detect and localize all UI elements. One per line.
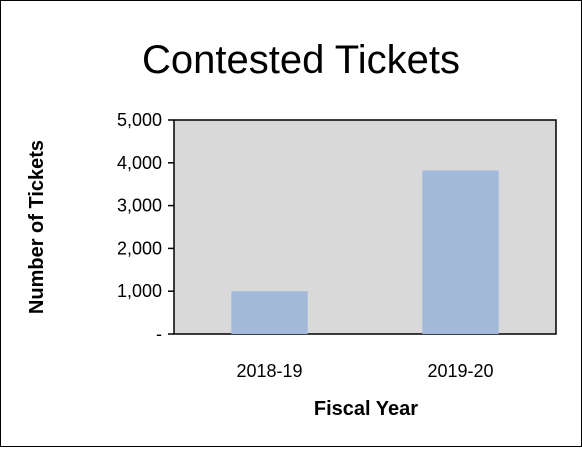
y-axis-tick-labels: - 1,000 2,000 3,000 4,000 5,000: [117, 110, 162, 344]
x-axis-label: Fiscal Year: [314, 398, 418, 420]
y-tick-label: 4,000: [117, 153, 162, 173]
y-axis-ticks: [168, 119, 174, 335]
x-tick-label: 2018-19: [236, 361, 302, 381]
x-tick-label: 2019-20: [427, 361, 493, 381]
y-tick-label: -: [156, 324, 162, 344]
y-tick-label: 2,000: [117, 238, 162, 258]
y-tick-label: 5,000: [117, 110, 162, 130]
bar-2018-19: [231, 291, 308, 334]
x-axis-tick-labels: 2018-19 2019-20: [236, 361, 493, 381]
y-tick-label: 3,000: [117, 196, 162, 216]
y-tick-label: 1,000: [117, 281, 162, 301]
bar-2019-20: [422, 170, 499, 334]
y-axis-label: Number of Tickets: [26, 140, 48, 314]
bars: [231, 170, 499, 334]
chart-title: Contested Tickets: [142, 38, 460, 82]
